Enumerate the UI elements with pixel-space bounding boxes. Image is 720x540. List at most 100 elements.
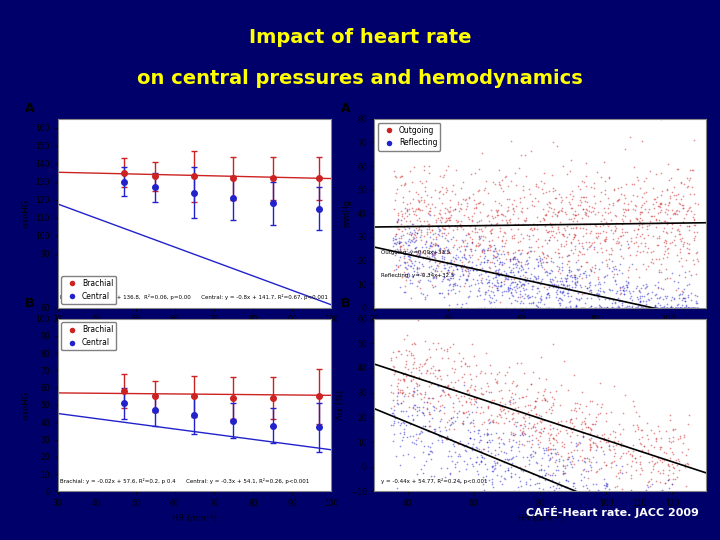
Point xyxy=(500,274,511,283)
Point xyxy=(490,253,502,261)
Point xyxy=(618,190,629,199)
Point xyxy=(636,193,648,201)
Point xyxy=(451,235,462,244)
Point xyxy=(603,254,615,263)
Point xyxy=(489,261,500,270)
Point xyxy=(621,514,633,523)
Point xyxy=(570,271,581,280)
Point xyxy=(446,418,458,427)
Point xyxy=(629,303,641,312)
Point xyxy=(525,379,536,388)
Point xyxy=(523,253,535,261)
Point xyxy=(493,387,505,396)
Point xyxy=(554,483,565,492)
Point xyxy=(688,303,699,312)
Point xyxy=(423,225,435,234)
Point xyxy=(433,366,445,375)
Point xyxy=(492,256,503,265)
Point xyxy=(536,185,547,193)
Point xyxy=(677,286,688,295)
Point xyxy=(502,248,513,256)
Point xyxy=(428,402,439,411)
Point xyxy=(541,258,553,267)
Point xyxy=(436,436,448,444)
Point xyxy=(505,469,517,477)
Point xyxy=(536,492,547,501)
Point xyxy=(448,279,459,288)
Point xyxy=(425,233,436,241)
Point xyxy=(401,265,413,273)
Point xyxy=(595,379,606,387)
Point xyxy=(662,471,674,480)
Point xyxy=(527,219,539,228)
Point xyxy=(648,460,660,468)
Point xyxy=(611,219,622,227)
Point xyxy=(487,482,499,491)
Point xyxy=(615,439,626,448)
Point xyxy=(426,448,438,457)
Point xyxy=(490,374,501,383)
Point xyxy=(680,302,692,310)
Point xyxy=(608,505,620,514)
Point xyxy=(551,141,562,150)
Point xyxy=(665,303,676,312)
Point xyxy=(465,395,477,404)
Point xyxy=(619,303,631,312)
Point xyxy=(577,232,589,240)
Point xyxy=(397,370,409,379)
Point xyxy=(497,260,508,269)
Point xyxy=(434,392,446,400)
Point xyxy=(670,303,682,312)
Point xyxy=(621,282,632,291)
Point xyxy=(622,205,634,214)
Point xyxy=(562,482,573,491)
Point xyxy=(423,256,435,265)
Point xyxy=(528,246,539,255)
Point xyxy=(550,483,562,492)
Point xyxy=(482,401,494,410)
Point xyxy=(517,393,528,402)
Point xyxy=(594,197,606,206)
Point xyxy=(665,303,676,312)
Point xyxy=(647,536,658,540)
Point xyxy=(627,397,639,406)
Point xyxy=(432,241,444,249)
Point xyxy=(523,401,535,409)
Point xyxy=(690,303,701,312)
Point xyxy=(626,296,638,305)
Point xyxy=(667,303,678,312)
Point xyxy=(608,184,620,193)
Point xyxy=(467,266,478,274)
Point xyxy=(580,423,592,431)
Point xyxy=(405,167,416,176)
Point xyxy=(557,207,568,215)
Point xyxy=(412,228,423,237)
Point xyxy=(513,257,524,266)
Point xyxy=(415,217,426,225)
Point xyxy=(569,245,580,254)
Point xyxy=(545,448,557,457)
Point xyxy=(443,384,454,393)
Point xyxy=(526,423,537,432)
Point xyxy=(667,448,678,456)
Point xyxy=(596,258,608,266)
Point xyxy=(557,438,568,447)
Text: Brachial: y = -0.05x + 136.8,  R²=0.06, p=0.00      Central: y = -0.8x + 141.7, : Brachial: y = -0.05x + 136.8, R²=0.06, p… xyxy=(60,294,328,300)
Point xyxy=(503,287,514,295)
Point xyxy=(420,291,432,300)
Point xyxy=(532,262,544,271)
Point xyxy=(494,180,505,189)
Point xyxy=(399,179,410,188)
Point xyxy=(546,276,558,285)
Point xyxy=(629,206,641,214)
Point xyxy=(480,267,491,276)
Point xyxy=(466,340,477,349)
Point xyxy=(501,487,513,496)
Point xyxy=(527,451,539,460)
Point xyxy=(600,303,611,312)
Point xyxy=(414,275,426,284)
Point xyxy=(498,498,510,507)
Point xyxy=(534,255,545,264)
Point xyxy=(680,303,692,312)
Point xyxy=(505,455,516,463)
